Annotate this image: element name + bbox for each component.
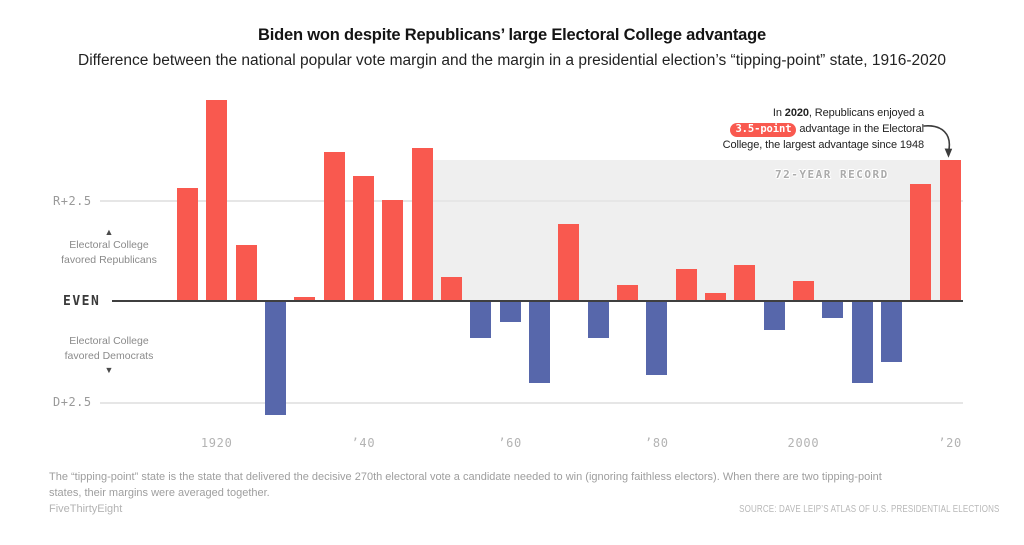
brand-label: FiveThirtyEight (49, 503, 123, 515)
footnote-line: The “tipping-point” state is the state t… (49, 471, 882, 483)
bar-1964 (528, 302, 550, 383)
y-tick-label-d25: D+2.5 (53, 395, 92, 409)
bar-2020 (939, 160, 961, 301)
up-triangle-icon: ▲ (104, 227, 114, 237)
direction-label-line: Electoral College (69, 239, 149, 251)
bar-1952 (440, 276, 462, 301)
bar-1940 (352, 176, 374, 301)
bar-1968 (558, 224, 580, 301)
gridline-d2-5 (100, 402, 963, 404)
annotation-text: , Republicans enjoyed a (808, 107, 924, 119)
annotation-text: In (772, 107, 785, 119)
chart-title: Biden won despite Republicans’ large Ele… (257, 26, 766, 44)
annotation-bold-year: 2020 (784, 107, 809, 119)
bar-1932 (294, 297, 316, 301)
direction-label-line: favored Democrats (64, 350, 154, 362)
annotation-text: advantage in the Electoral (796, 123, 924, 135)
annotation-arrow-icon (923, 125, 953, 158)
bar-1924 (235, 244, 257, 301)
bar-1988 (704, 292, 726, 301)
bar-2012 (880, 302, 902, 363)
bar-1928 (264, 302, 286, 415)
down-triangle-icon: ▼ (104, 365, 114, 375)
bar-2008 (851, 302, 873, 383)
bar-1972 (587, 302, 609, 339)
highlight-pill: 3.5-point (730, 123, 797, 137)
annotation-line-2: 3.5-point advantage in the Electoral (644, 121, 924, 137)
x-tick-label-1980: ’80 (644, 436, 669, 450)
x-tick-label-1940: ’40 (351, 436, 376, 450)
bar-1956 (470, 302, 492, 339)
bar-1916 (176, 188, 198, 301)
annotation-line-3: College, the largest advantage since 194… (722, 139, 924, 151)
x-tick-label-2020: ’20 (938, 436, 962, 450)
x-tick-label-1920: 1920 (200, 436, 233, 450)
footnote-line: states, their margins were averaged toge… (49, 487, 270, 499)
bar-1992 (734, 264, 756, 301)
zero-axis-line (112, 300, 963, 302)
bar-2004 (822, 302, 844, 319)
x-tick-label-1960: ’60 (498, 436, 522, 450)
direction-label-republicans: ▲ Electoral College favored Republicans (49, 226, 169, 268)
annotation-line-1: In 2020, Republicans enjoyed a (644, 105, 924, 121)
direction-label-line: Electoral College (69, 335, 149, 347)
record-region-shading (432, 160, 961, 301)
bar-1996 (763, 302, 785, 331)
bar-1984 (675, 268, 697, 301)
bar-1944 (382, 200, 404, 302)
bar-1948 (411, 147, 433, 301)
bar-1920 (206, 99, 228, 301)
bar-1976 (616, 284, 638, 301)
record-region-label: 72-YEAR RECORD (775, 168, 889, 181)
source-label: SOURCE: DAVE LEIP’S ATLAS OF U.S. PRESID… (739, 504, 1000, 515)
bar-2016 (910, 184, 932, 301)
bar-1960 (499, 302, 521, 323)
bar-1936 (323, 151, 345, 301)
y-tick-label-even: EVEN (63, 294, 101, 309)
footnote: The “tipping-point” state is the state t… (49, 469, 1009, 501)
direction-label-line: favored Republicans (61, 254, 157, 266)
annotation: In 2020, Republicans enjoyed a 3.5-point… (644, 105, 924, 153)
direction-label-democrats: Electoral College favored Democrats ▼ (49, 334, 169, 376)
bar-2000 (792, 280, 814, 301)
y-tick-label-r25: R+2.5 (53, 194, 92, 208)
chart-subtitle: Difference between the national popular … (78, 52, 946, 69)
gridline-r2-5 (100, 200, 963, 202)
bar-1980 (646, 302, 668, 375)
x-tick-label-2000: 2000 (787, 436, 820, 450)
